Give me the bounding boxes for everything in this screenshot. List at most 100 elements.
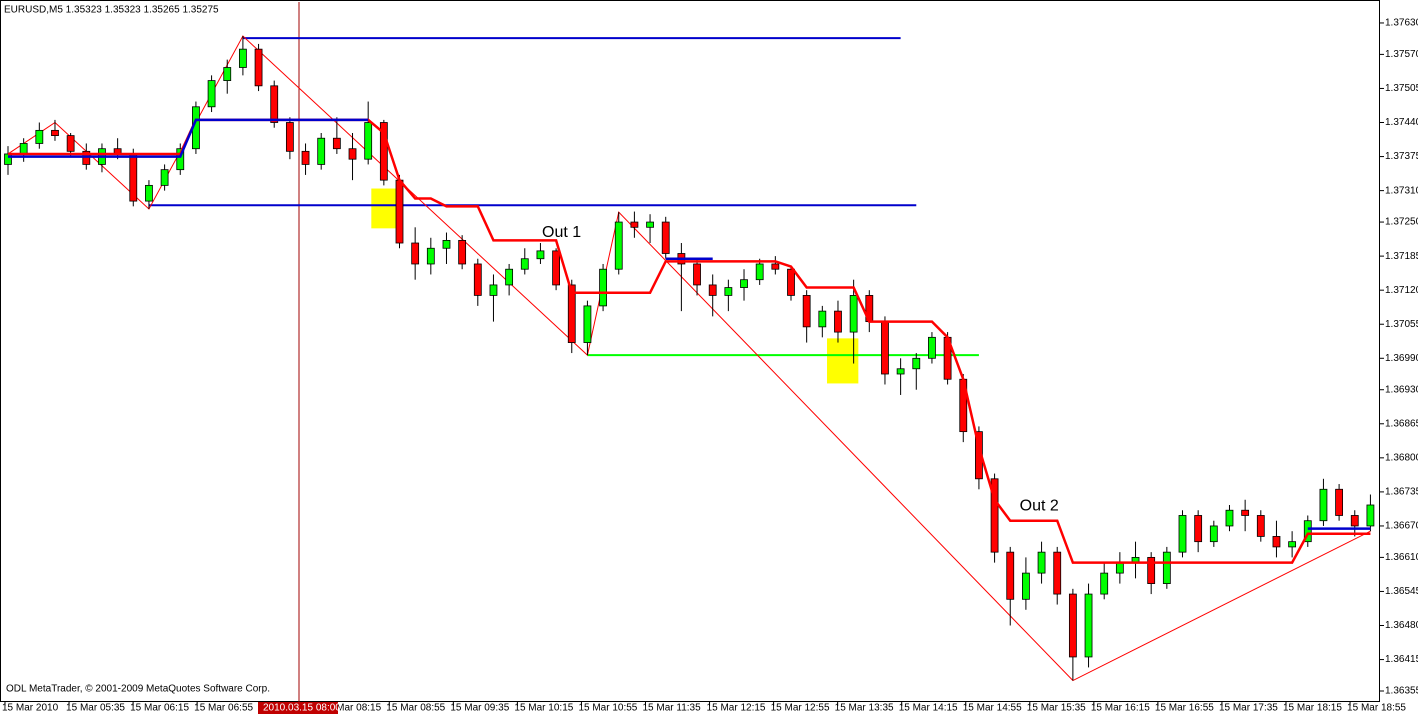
- candle-body: [51, 129, 59, 137]
- candle-body: [458, 239, 467, 265]
- candle-body: [1100, 572, 1109, 595]
- highlight: [827, 338, 859, 384]
- y-tick-label: 1.36545: [1385, 586, 1418, 597]
- chart-title: EURUSD,M5 1.35323 1.35323 1.35265 1.3527…: [4, 5, 219, 16]
- candle-body: [1162, 551, 1171, 584]
- candle-body: [364, 122, 373, 160]
- y-tick-label: 1.36990: [1385, 353, 1418, 364]
- candle-body: [285, 122, 294, 152]
- candle-body: [912, 357, 921, 370]
- candle-body: [881, 321, 889, 375]
- x-tick-label: 15 Mar 2010: [2, 703, 59, 714]
- y-tick-label: 1.37120: [1385, 285, 1418, 296]
- candle-body: [1366, 504, 1375, 527]
- candle-body: [834, 310, 842, 333]
- candle-body: [928, 336, 936, 359]
- candle-body: [536, 250, 545, 260]
- x-tick-label: 15 Mar 11:35: [643, 703, 702, 714]
- candle-body: [348, 148, 357, 160]
- candle-body: [1053, 551, 1062, 595]
- x-tick-label: 15 Mar 17:35: [1219, 703, 1278, 714]
- candle-body: [426, 247, 435, 265]
- candle-body: [270, 85, 279, 123]
- candle-body: [724, 287, 733, 296]
- candle-body: [1288, 541, 1297, 548]
- candle-body: [1319, 488, 1328, 522]
- candle-body: [849, 295, 858, 333]
- candle-body: [552, 250, 560, 286]
- x-tick-label: 15 Mar 08:55: [386, 703, 445, 714]
- candle-body: [223, 67, 232, 81]
- x-tick-label: 15 Mar 06:55: [194, 703, 253, 714]
- candle-body: [771, 263, 780, 270]
- candle-body: [379, 122, 388, 181]
- candle-body: [1272, 536, 1281, 548]
- candle-body: [332, 137, 341, 150]
- y-tick-label: 1.37250: [1385, 217, 1418, 228]
- candle-body: [207, 80, 216, 108]
- candle-body: [66, 135, 75, 152]
- candle-body: [1335, 488, 1343, 516]
- x-tick-label: 15 Mar 06:15: [130, 703, 189, 714]
- candle-body: [1350, 515, 1359, 527]
- candle-body: [755, 263, 764, 281]
- candle-body: [35, 129, 44, 144]
- candle-body: [708, 284, 717, 296]
- candle-body: [1147, 556, 1156, 584]
- y-tick-label: 1.37570: [1385, 49, 1418, 60]
- annotation: Out 2: [1020, 497, 1059, 514]
- y-tick-label: 1.36480: [1385, 620, 1418, 631]
- candle-body: [442, 239, 451, 249]
- y-tick-label: 1.37310: [1385, 185, 1418, 196]
- candle-body: [160, 169, 169, 186]
- x-tick-label: 15 Mar 09:35: [450, 703, 509, 714]
- candle-body: [646, 221, 654, 228]
- x-tick-label: 15 Mar 10:55: [578, 703, 637, 714]
- candle-body: [238, 48, 247, 68]
- candle-body: [787, 268, 795, 296]
- candle-body: [661, 221, 670, 254]
- candle-body: [1178, 515, 1187, 553]
- y-tick-label: 1.36670: [1385, 521, 1418, 532]
- indicator-line: [8, 118, 1371, 530]
- candle-body: [567, 284, 576, 343]
- candle-body: [395, 179, 404, 244]
- plot-frame: [0, 0, 1380, 702]
- x-tick-label: 15 Mar 05:35: [66, 703, 125, 714]
- candle-body: [896, 368, 905, 375]
- y-tick-label: 1.36930: [1385, 384, 1418, 395]
- candle-body: [818, 310, 827, 328]
- candle-body: [489, 284, 498, 296]
- candle-body: [1241, 509, 1250, 516]
- candle-body: [520, 258, 529, 270]
- candle-body: [505, 268, 514, 286]
- y-tick-label: 1.36735: [1385, 487, 1418, 498]
- candle-body: [599, 268, 607, 307]
- candle-body: [583, 305, 592, 343]
- candle-body: [1194, 515, 1203, 543]
- candle-body: [145, 184, 153, 202]
- x-tick-label: 15 Mar 18:15: [1283, 703, 1342, 714]
- x-tick-label: 15 Mar 18:55: [1347, 703, 1406, 714]
- candle-body: [254, 48, 263, 87]
- candle-body: [1303, 520, 1312, 543]
- footer: ODL MetaTrader, © 2001-2009 MetaQuotes S…: [6, 684, 270, 695]
- x-tick-label: 15 Mar 12:15: [707, 703, 766, 714]
- x-tick-label: 15 Mar 16:15: [1091, 703, 1150, 714]
- candle-body: [614, 221, 623, 270]
- candle-body: [1225, 509, 1234, 527]
- candle-body: [473, 263, 482, 296]
- y-tick-label: 1.37630: [1385, 18, 1418, 29]
- candle-body: [301, 150, 310, 165]
- candle-body: [1256, 515, 1265, 537]
- candle-body: [802, 295, 811, 328]
- x-tick-label: 15 Mar 10:15: [514, 703, 573, 714]
- candle-body: [1209, 525, 1218, 543]
- y-tick-label: 1.36355: [1385, 686, 1418, 697]
- annotation: Out 1: [542, 224, 581, 241]
- candle-body: [740, 279, 748, 288]
- candle-body: [1006, 551, 1015, 600]
- y-tick-label: 1.37440: [1385, 117, 1418, 128]
- candle-body: [129, 153, 138, 202]
